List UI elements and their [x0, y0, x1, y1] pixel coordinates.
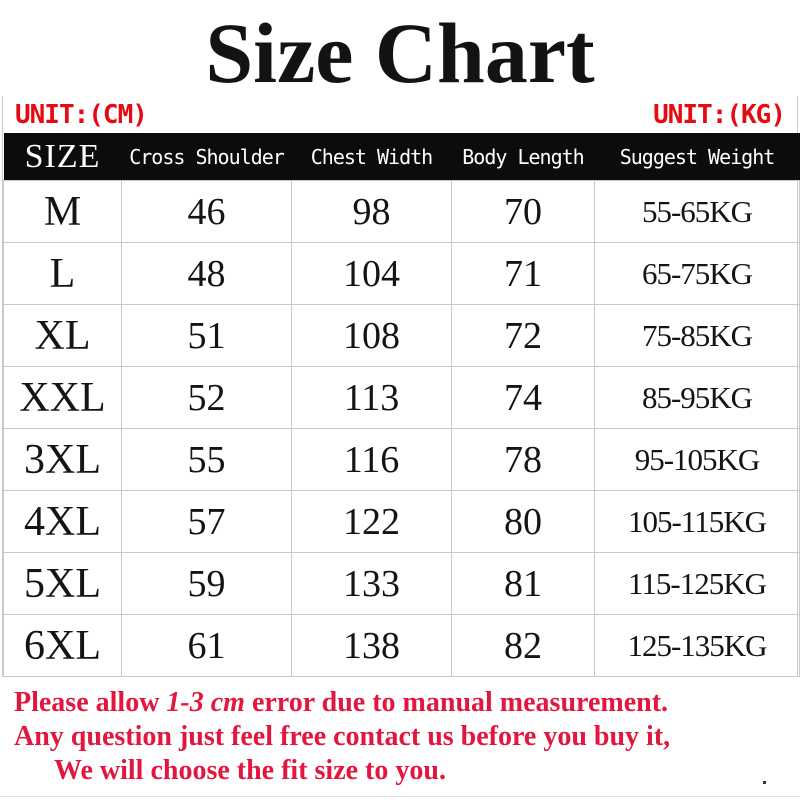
- cross-shoulder: 57: [121, 490, 292, 553]
- page-title: Size Chart: [205, 5, 595, 101]
- size-label: 3XL: [3, 428, 122, 491]
- chest-width: 113: [291, 366, 452, 429]
- size-chart-sheet: UNIT:(CM) UNIT:(KG) SIZE Cross Shoulder …: [2, 96, 800, 677]
- cross-shoulder: 52: [121, 366, 292, 429]
- body-length: 80: [451, 490, 595, 553]
- chest-width: 122: [291, 490, 452, 553]
- body-length: 71: [451, 242, 595, 305]
- table-row: XL 51 108 72 75-85KG: [3, 304, 800, 367]
- suggest-weight: 65-75KG: [594, 242, 800, 305]
- body-length: 72: [451, 304, 595, 367]
- table-row: L 48 104 71 65-75KG: [3, 242, 800, 305]
- suggest-weight: 85-95KG: [594, 366, 800, 429]
- footer-notes: Please allow 1-3 cm error due to manual …: [0, 677, 800, 788]
- cross-shoulder: 48: [121, 242, 292, 305]
- chest-width: 104: [291, 242, 452, 305]
- unit-cm-label: UNIT:(CM): [15, 99, 148, 130]
- note-line1-suffix: error due to manual measurement.: [244, 687, 669, 718]
- cross-shoulder: 51: [121, 304, 292, 367]
- cross-shoulder: 59: [121, 552, 292, 615]
- unit-row: UNIT:(CM) UNIT:(KG): [3, 96, 797, 133]
- suggest-weight: 125-135KG: [594, 614, 800, 677]
- size-label: 6XL: [3, 614, 122, 677]
- column-header-chest-width: Chest Width: [291, 133, 452, 181]
- chest-width: 138: [291, 614, 452, 677]
- column-header-size: SIZE: [3, 133, 122, 181]
- chest-width: 116: [291, 428, 452, 491]
- size-label: L: [3, 242, 122, 305]
- size-label: M: [3, 180, 122, 243]
- stray-dot: [763, 781, 766, 784]
- cross-shoulder: 46: [121, 180, 292, 243]
- note-contact-us: Any question just feel free contact us b…: [14, 721, 671, 752]
- suggest-weight: 95-105KG: [594, 428, 800, 491]
- note-line1-emphasis: 1-3 cm: [166, 687, 245, 718]
- body-length: 70: [451, 180, 595, 243]
- size-label: XL: [3, 304, 122, 367]
- bottom-divider: [0, 796, 800, 797]
- suggest-weight: 115-125KG: [594, 552, 800, 615]
- table-row: 3XL 55 116 78 95-105KG: [3, 428, 800, 491]
- chest-width: 133: [291, 552, 452, 615]
- note-fit-size: We will choose the fit size to you.: [54, 755, 446, 786]
- suggest-weight: 55-65KG: [594, 180, 800, 243]
- unit-kg-label: UNIT:(KG): [653, 99, 786, 130]
- body-length: 81: [451, 552, 595, 615]
- table-row: XXL 52 113 74 85-95KG: [3, 366, 800, 429]
- size-label: XXL: [3, 366, 122, 429]
- cross-shoulder: 61: [121, 614, 292, 677]
- size-chart-table: SIZE Cross Shoulder Chest Width Body Len…: [3, 133, 800, 677]
- size-label: 4XL: [3, 490, 122, 553]
- cross-shoulder: 55: [121, 428, 292, 491]
- body-length: 82: [451, 614, 595, 677]
- table-row: 5XL 59 133 81 115-125KG: [3, 552, 800, 615]
- chest-width: 108: [291, 304, 452, 367]
- chest-width: 98: [291, 180, 452, 243]
- column-header-body-length: Body Length: [451, 133, 595, 181]
- table-row: 6XL 61 138 82 125-135KG: [3, 614, 800, 677]
- table-header-row: SIZE Cross Shoulder Chest Width Body Len…: [3, 133, 800, 181]
- body-length: 78: [451, 428, 595, 491]
- table-row: 4XL 57 122 80 105-115KG: [3, 490, 800, 553]
- column-header-cross-shoulder: Cross Shoulder: [121, 133, 292, 181]
- table-row: M 46 98 70 55-65KG: [3, 180, 800, 243]
- column-header-suggest-weight: Suggest Weight: [594, 133, 800, 181]
- note-line1-prefix: Please allow: [14, 687, 167, 718]
- size-label: 5XL: [3, 552, 122, 615]
- body-length: 74: [451, 366, 595, 429]
- suggest-weight: 75-85KG: [594, 304, 800, 367]
- suggest-weight: 105-115KG: [594, 490, 800, 553]
- note-measurement-error: Please allow 1-3 cm error due to manual …: [14, 686, 786, 720]
